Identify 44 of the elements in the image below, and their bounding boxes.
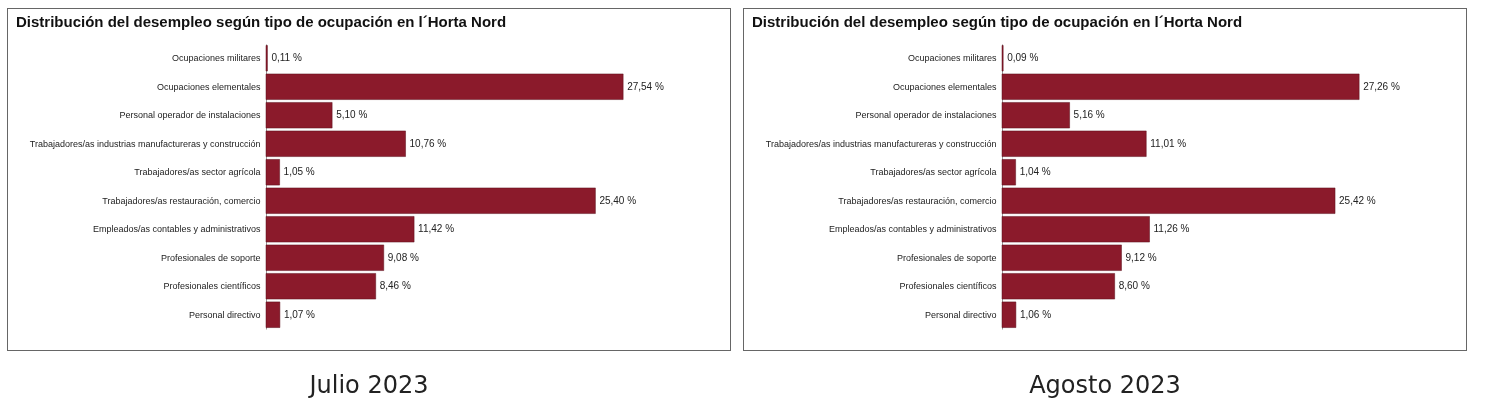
data-label: 11,42 % bbox=[418, 223, 455, 235]
y-tick-label: Trabajadores/as sector agrícola bbox=[870, 167, 997, 178]
chart-title: Distribución del desempleo según tipo de ocupación en l´Horta Nord bbox=[16, 13, 507, 30]
y-tick-label: Trabajadores/as restauración, comercio bbox=[838, 195, 997, 206]
text: Julio 2023 bbox=[307, 371, 430, 399]
y-tick-label: Personal operador de instalaciones bbox=[119, 110, 261, 121]
data-label: 11,01 % bbox=[1150, 137, 1187, 149]
data-label: 1,05 % bbox=[283, 166, 315, 178]
y-tick-label: Trabajadores/as restauración, comercio bbox=[102, 195, 261, 206]
text: Agosto 2023 bbox=[1028, 371, 1182, 399]
y-tick-label: Profesionales científicos bbox=[163, 281, 261, 292]
y-tick-label: Trabajadores/as sector agrícola bbox=[134, 167, 261, 178]
data-label: 27,54 % bbox=[627, 80, 664, 92]
data-label: 1,07 % bbox=[283, 308, 316, 320]
data-label: 27,26 % bbox=[1363, 80, 1400, 92]
y-tick-label: Profesionales científicos bbox=[899, 281, 997, 292]
data-label: 9,12 % bbox=[1125, 251, 1157, 263]
data-label: 0,09 % bbox=[1007, 52, 1039, 64]
data-label: 8,60 % bbox=[1118, 280, 1150, 292]
data-label: 1,06 % bbox=[1019, 308, 1052, 320]
y-tick-label: Personal directivo bbox=[924, 309, 997, 320]
data-label: 5,10 % bbox=[336, 109, 368, 121]
data-label: 25,40 % bbox=[599, 194, 637, 206]
data-label: 9,08 % bbox=[387, 251, 419, 263]
y-tick-label: Ocupaciones elementales bbox=[156, 81, 261, 92]
y-tick-label: Trabajadores/as industrias manufactureras y construcción bbox=[29, 138, 261, 149]
y-tick-label: Ocupaciones militares bbox=[171, 53, 261, 64]
data-label: 1,04 % bbox=[1019, 166, 1051, 178]
data-label: 11,26 % bbox=[1153, 223, 1190, 235]
data-label: 25,42 % bbox=[1339, 194, 1376, 206]
y-tick-label: Profesionales de soporte bbox=[896, 252, 997, 263]
y-tick-label: Ocupaciones elementales bbox=[892, 81, 997, 92]
y-tick-label: Empleados/as contables y administrativos bbox=[828, 224, 997, 235]
y-tick-label: Profesionales de soporte bbox=[160, 252, 261, 263]
data-label: 0,11 % bbox=[271, 52, 302, 64]
data-label: 5,16 % bbox=[1073, 109, 1105, 121]
chart-title: Distribución del desempleo según tipo de ocupación en l´Horta Nord bbox=[752, 13, 1243, 30]
y-tick-label: Personal directivo bbox=[188, 309, 261, 320]
data-label: 10,76 % bbox=[409, 137, 447, 149]
data-label: 8,46 % bbox=[379, 280, 411, 292]
y-tick-label: Ocupaciones militares bbox=[907, 53, 997, 64]
y-tick-label: Trabajadores/as industrias manufactureras y construcción bbox=[765, 138, 997, 149]
y-tick-label: Empleados/as contables y administrativos bbox=[92, 224, 261, 235]
y-tick-label: Personal operador de instalaciones bbox=[855, 110, 997, 121]
